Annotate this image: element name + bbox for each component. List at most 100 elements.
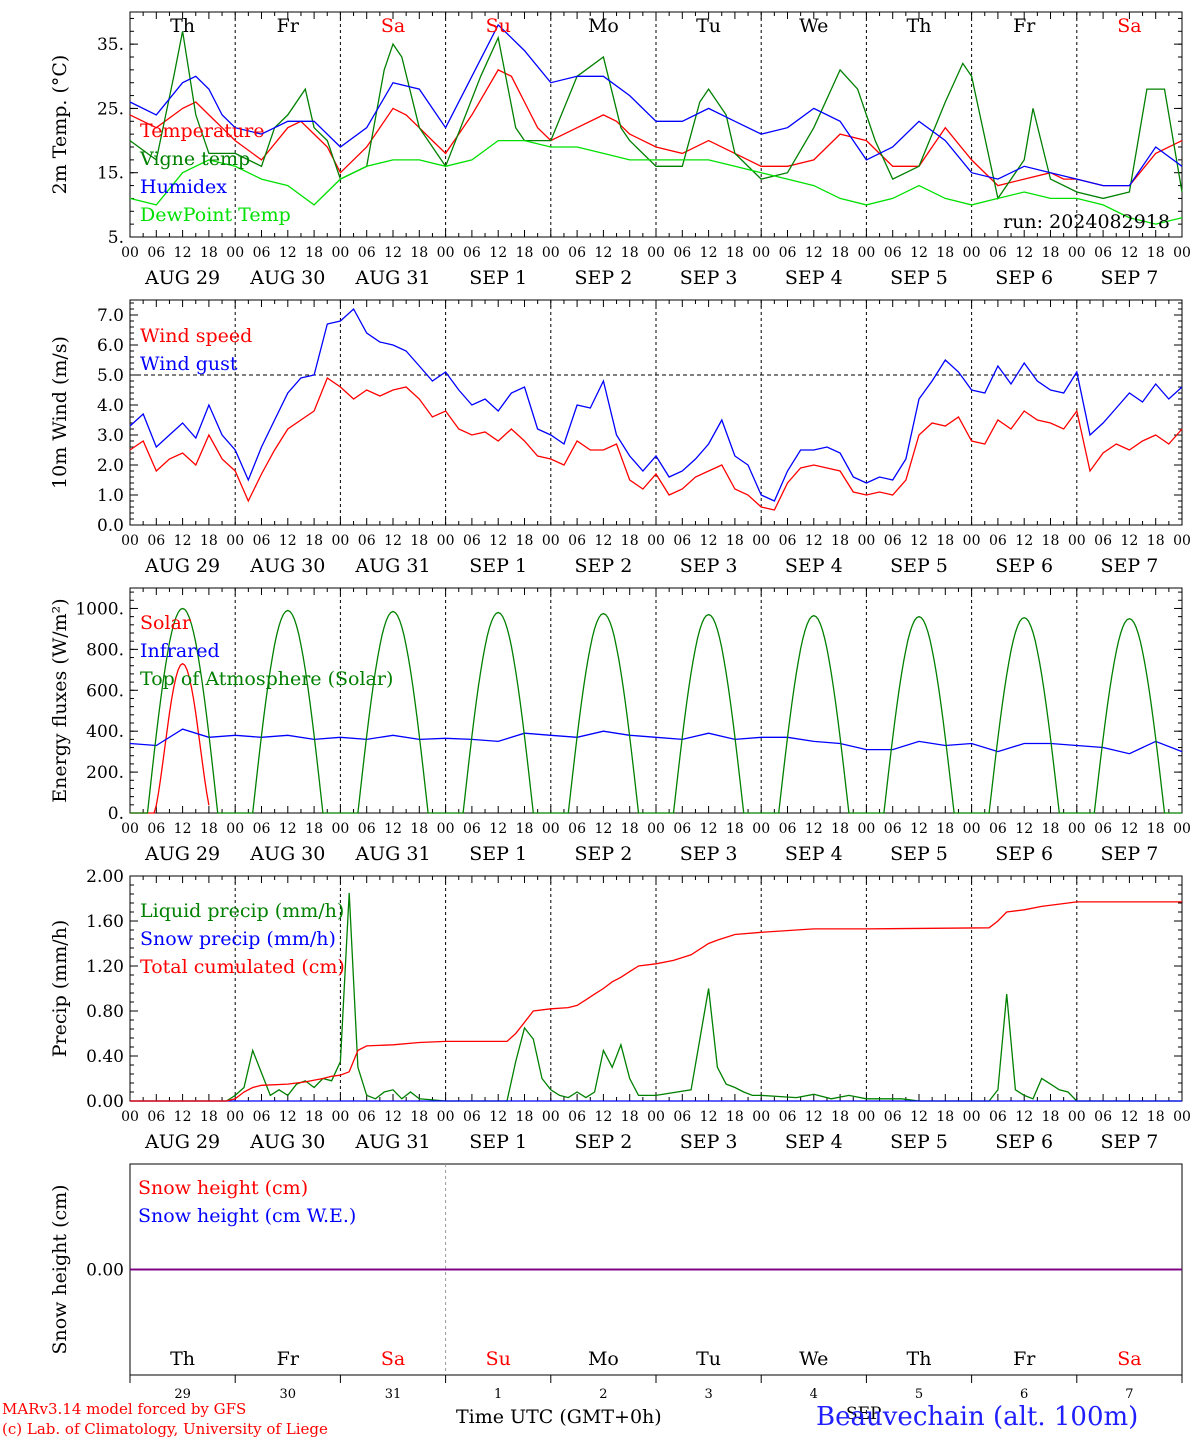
hour-tick-label: 18 [200, 821, 218, 837]
day-name-bottom: Th [907, 1348, 932, 1370]
date-label: SEP 4 [785, 267, 843, 289]
hour-tick-label: 00 [752, 821, 770, 837]
date-label: AUG 30 [249, 843, 325, 865]
date-label: AUG 29 [144, 267, 220, 289]
hour-tick-label: 00 [752, 245, 770, 261]
hour-tick-label: 06 [358, 245, 376, 261]
hour-tick-label: 18 [936, 533, 954, 549]
y-tick-label: 5.0 [97, 366, 124, 386]
hour-tick-label: 12 [489, 821, 507, 837]
hour-tick-label: 18 [410, 1109, 428, 1125]
hour-tick-label: 00 [752, 533, 770, 549]
hour-tick-label: 06 [568, 821, 586, 837]
hour-tick-label: 00 [963, 1109, 981, 1125]
hour-tick-label: 06 [568, 533, 586, 549]
hour-tick-label: 00 [542, 1109, 560, 1125]
date-label: AUG 29 [144, 555, 220, 577]
hour-tick-label: 06 [147, 1109, 165, 1125]
hour-tick-label: 18 [621, 245, 639, 261]
hour-tick-label: 06 [358, 821, 376, 837]
hour-tick-label: 06 [147, 821, 165, 837]
day-name-top: Th [170, 15, 195, 37]
y-axis-label: Snow height (cm) [49, 1184, 71, 1354]
hour-tick-label: 12 [1015, 1109, 1033, 1125]
hour-tick-label: 06 [253, 533, 271, 549]
hour-tick-label: 18 [726, 1109, 744, 1125]
day-name-top: We [799, 15, 828, 37]
hour-tick-label: 12 [1120, 821, 1138, 837]
hour-tick-label: 12 [594, 245, 612, 261]
hour-tick-label: 12 [489, 245, 507, 261]
legend-entry: Top of Atmosphere (Solar) [140, 668, 393, 690]
hour-tick-label: 00 [121, 533, 139, 549]
date-label: SEP 3 [680, 267, 738, 289]
panel-1: 5. 15. 25. 35. 2m Temp. (°C) Temperature Vigne… [49, 11, 1191, 289]
hour-tick-label: 12 [279, 821, 297, 837]
hour-tick-label: 18 [831, 821, 849, 837]
hour-tick-label: 12 [174, 533, 192, 549]
hour-tick-label: 18 [936, 1109, 954, 1125]
day-number: 6 [1020, 1387, 1028, 1402]
date-label: SEP 6 [995, 555, 1053, 577]
legend-entry: Liquid precip (mm/h) [140, 900, 344, 922]
run-label: run: 2024082918 [1003, 211, 1170, 233]
station-label: Beauvechain (alt. 100m) [816, 1402, 1139, 1432]
hour-tick-label: 06 [989, 533, 1007, 549]
hour-tick-label: 12 [805, 245, 823, 261]
hour-tick-label: 12 [279, 245, 297, 261]
date-label: SEP 1 [469, 843, 527, 865]
day-name-bottom: Sa [381, 1348, 405, 1370]
date-label: SEP 6 [995, 1131, 1053, 1153]
hour-tick-label: 00 [121, 1109, 139, 1125]
day-name-bottom: Th [170, 1348, 195, 1370]
hour-tick-label: 00 [437, 1109, 455, 1125]
hour-tick-label: 06 [1094, 533, 1112, 549]
hour-tick-label: 18 [936, 821, 954, 837]
hour-tick-label: 06 [884, 821, 902, 837]
hour-tick-label: 12 [384, 533, 402, 549]
series-total-cumulated-cm [130, 901, 1182, 1102]
day-name-top: Sa [1117, 15, 1141, 37]
hour-tick-label: 06 [568, 245, 586, 261]
hour-tick-label: 00 [542, 245, 560, 261]
day-name-top: Sa [381, 15, 405, 37]
hour-tick-label: 18 [200, 245, 218, 261]
hour-tick-label: 12 [1015, 533, 1033, 549]
hour-tick-label: 18 [516, 245, 534, 261]
hour-tick-label: 00 [1068, 821, 1086, 837]
y-tick-label: 1000. [75, 599, 124, 619]
hour-tick-label: 18 [726, 245, 744, 261]
model-credit: MARv3.14 model forced by GFS [2, 1400, 247, 1418]
month-label: SEP [846, 1404, 882, 1424]
y-tick-label: 0.00 [86, 1092, 124, 1112]
date-label: SEP 2 [574, 555, 632, 577]
hour-tick-label: 12 [910, 533, 928, 549]
hour-tick-label: 06 [463, 245, 481, 261]
hour-tick-label: 18 [410, 821, 428, 837]
date-label: SEP 3 [680, 555, 738, 577]
y-tick-label: 0. [108, 804, 124, 824]
hour-tick-label: 00 [542, 533, 560, 549]
day-name-top: Mo [588, 15, 619, 37]
legend-entry: Temperature [140, 120, 264, 142]
hour-tick-label: 12 [910, 821, 928, 837]
y-tick-label: 0.0 [97, 516, 124, 536]
legend-entry: Vigne temp [139, 148, 250, 170]
hour-tick-label: 12 [1120, 245, 1138, 261]
hour-tick-label: 18 [305, 821, 323, 837]
y-tick-label: 4.0 [97, 396, 124, 416]
hour-tick-label: 18 [1042, 1109, 1060, 1125]
hour-tick-label: 12 [489, 533, 507, 549]
hour-tick-label: 18 [200, 1109, 218, 1125]
date-label: SEP 5 [890, 267, 948, 289]
series-dewpoint-temp [129, 139, 1183, 225]
date-label: SEP 1 [469, 1131, 527, 1153]
hour-tick-label: 06 [463, 533, 481, 549]
day-name-bottom: Mo [588, 1348, 619, 1370]
hour-tick-label: 12 [805, 821, 823, 837]
day-number: 1 [494, 1387, 502, 1402]
day-number: 5 [915, 1387, 923, 1402]
day-number: 7 [1125, 1387, 1133, 1402]
hour-tick-label: 06 [568, 1109, 586, 1125]
day-number: 31 [385, 1387, 402, 1402]
